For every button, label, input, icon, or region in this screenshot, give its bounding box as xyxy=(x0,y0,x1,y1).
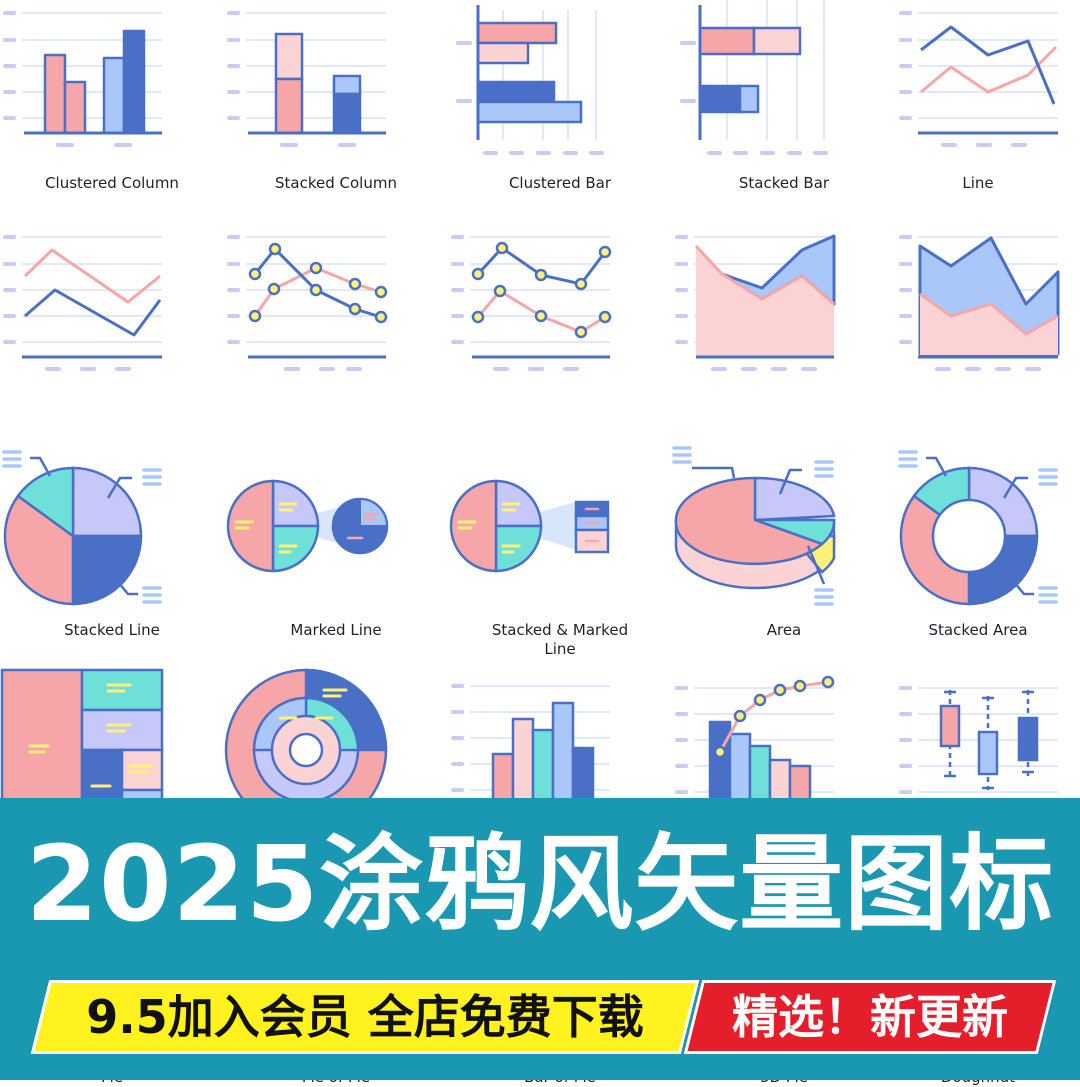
banner-headline: 2025涂鸦风矢量图标 xyxy=(25,823,1055,945)
icon-3d-pie[interactable]: 3D Pie xyxy=(672,446,896,1086)
doughnut-chart-icon xyxy=(898,450,1058,606)
icon-stacked-bar[interactable]: Stacked Bar xyxy=(672,0,896,220)
sunburst-chart-icon xyxy=(224,668,388,832)
icon-label: Marked Line xyxy=(290,621,382,639)
icon-line[interactable]: Line xyxy=(896,0,1080,220)
icon-label: Stacked Line xyxy=(64,621,160,639)
icon-treemap[interactable] xyxy=(0,668,224,822)
clustered-column-chart-icon xyxy=(3,11,162,147)
icon-label: Clustered Column xyxy=(45,174,179,192)
icon-sunburst[interactable] xyxy=(224,668,448,832)
icon-doughnut[interactable]: Doughnut xyxy=(896,446,1080,1086)
pie-of-pie-chart-icon xyxy=(226,479,389,573)
bar-of-pie-chart-icon xyxy=(449,479,610,573)
area-chart-icon xyxy=(675,234,836,371)
icon-label: Line xyxy=(962,174,994,192)
icon-stacked-marked-line[interactable]: Stacked & Marked Line xyxy=(448,224,672,658)
icon-stacked-area[interactable]: Stacked Area xyxy=(896,224,1080,639)
stacked-line-chart-icon xyxy=(3,235,162,371)
icon-label: Stacked Column xyxy=(275,174,397,192)
treemap-chart-icon xyxy=(0,668,164,822)
icon-label: Clustered Bar xyxy=(508,174,612,192)
clustered-bar-chart-icon xyxy=(456,5,604,155)
stacked-area-chart-icon xyxy=(899,235,1060,371)
icon-bar-of-pie[interactable]: Bar of Pie xyxy=(448,446,672,1086)
stacked-marked-line-chart-icon xyxy=(451,235,612,371)
icon-label: Stacked Bar xyxy=(738,174,830,192)
icon-histogram[interactable] xyxy=(448,668,672,816)
stacked-bar-chart-icon xyxy=(680,0,828,155)
icon-candlestick[interactable] xyxy=(896,668,1080,803)
pareto-chart-icon xyxy=(675,675,835,814)
icon-marked-line[interactable]: Marked Line xyxy=(224,224,448,639)
candlestick-chart-icon xyxy=(899,686,1058,794)
icon-clustered-column[interactable]: Clustered Column xyxy=(0,0,224,220)
3d-pie-chart-icon xyxy=(672,446,836,606)
histogram-chart-icon xyxy=(451,684,610,816)
stacked-column-chart-icon xyxy=(227,11,386,147)
icon-stacked-line[interactable]: Stacked Line xyxy=(0,224,224,639)
icon-label: Stacked & Marked Line xyxy=(491,621,629,658)
icon-pie-of-pie[interactable]: Pie of Pie xyxy=(224,446,448,1086)
promo-new-text: 精选！新更新 xyxy=(732,990,1008,1044)
pie-chart-icon xyxy=(2,450,162,606)
line-chart-icon xyxy=(899,11,1058,147)
icon-stacked-column[interactable]: Stacked Column xyxy=(224,0,448,220)
icon-area[interactable]: Area xyxy=(672,224,896,639)
icon-clustered-bar[interactable]: Clustered Bar xyxy=(448,0,672,220)
marked-line-chart-icon xyxy=(227,235,388,371)
icon-label: Area xyxy=(766,621,802,639)
promo-membership-text: 9.5加入会员 全店免费下载 xyxy=(86,990,644,1044)
icon-pie[interactable]: Pie xyxy=(0,446,224,1086)
icon-pareto[interactable] xyxy=(672,668,896,814)
icon-label: Stacked Area xyxy=(928,621,1028,639)
